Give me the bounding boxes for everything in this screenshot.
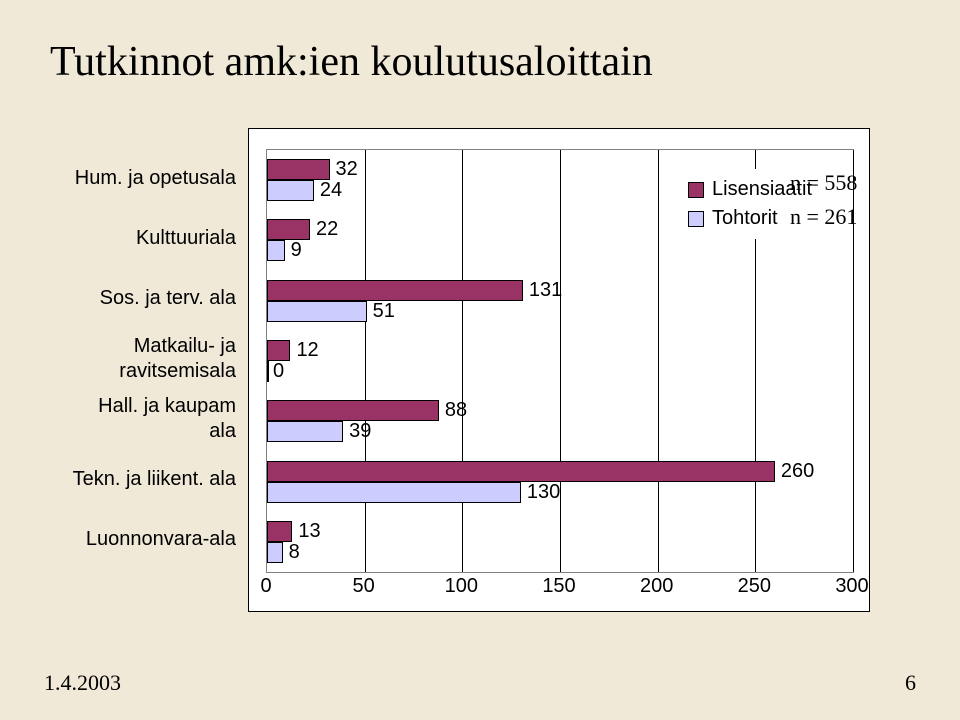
bar-lisen	[267, 280, 523, 301]
x-tick-label: 200	[640, 575, 673, 598]
bar-value-label: 260	[781, 460, 814, 483]
chart-box: 3224 22 9 131 51 12 0 88 39 260 130 138 0 50 100 150 20…	[248, 128, 870, 612]
gridline	[560, 150, 561, 572]
bar-lisen	[267, 219, 310, 240]
category-label: Sos. ja terv. ala	[100, 286, 236, 311]
x-tick-label: 150	[542, 575, 575, 598]
bar-tohtorit	[267, 421, 343, 442]
legend-swatch-icon	[688, 182, 704, 198]
bar-value-label: 9	[291, 239, 302, 262]
bar-tohtorit	[267, 180, 314, 201]
bar-tohtorit	[267, 361, 269, 382]
bar-value-label: 12	[296, 339, 318, 362]
bar-tohtorit	[267, 240, 285, 261]
category-label: Matkailu- jaravitsemisala	[119, 334, 236, 384]
bar-value-label: 24	[320, 179, 342, 202]
bar-value-label: 32	[336, 158, 358, 181]
slide-title: Tutkinnot amk:ien koulutusaloittain	[50, 38, 653, 86]
legend-swatch-icon	[688, 211, 704, 227]
category-label: Hum. ja opetusala	[75, 166, 236, 191]
bar-lisen	[267, 461, 775, 482]
bar-value-label: 13	[298, 520, 320, 543]
n-text-tohtorit: n = 261	[790, 204, 857, 230]
bar-value-label: 88	[445, 399, 467, 422]
bar-value-label: 22	[316, 218, 338, 241]
gridline	[365, 150, 366, 572]
bar-lisen	[267, 340, 290, 361]
gridline	[658, 150, 659, 572]
bar-tohtorit	[267, 482, 521, 503]
bar-lisen	[267, 400, 439, 421]
category-label: Kulttuuriala	[136, 226, 236, 251]
bar-value-label: 8	[289, 541, 300, 564]
category-label: Tekn. ja liikent. ala	[73, 467, 236, 492]
bar-value-label: 39	[349, 420, 371, 443]
bar-value-label: 131	[529, 279, 562, 302]
category-label: Hall. ja kaupamala	[98, 394, 236, 444]
legend-label: Tohtorit	[712, 207, 778, 230]
bar-lisen	[267, 159, 330, 180]
category-label: Luonnonvara-ala	[86, 527, 236, 552]
slide: Tutkinnot amk:ien koulutusaloittain Hum.…	[0, 0, 960, 720]
gridline	[462, 150, 463, 572]
x-tick-label: 50	[353, 575, 375, 598]
n-text-lisensiaatit: n = 558	[790, 170, 857, 196]
bar-lisen	[267, 521, 292, 542]
footer-date: 1.4.2003	[44, 670, 121, 696]
bar-value-label: 0	[273, 360, 284, 383]
x-tick-label: 250	[738, 575, 771, 598]
x-tick-label: 0	[260, 575, 271, 598]
x-tick-label: 100	[445, 575, 478, 598]
bar-tohtorit	[267, 542, 283, 563]
footer-page: 6	[905, 670, 916, 696]
bar-value-label: 130	[527, 481, 560, 504]
bar-tohtorit	[267, 301, 367, 322]
bar-value-label: 51	[373, 300, 395, 323]
x-tick-label: 300	[835, 575, 868, 598]
